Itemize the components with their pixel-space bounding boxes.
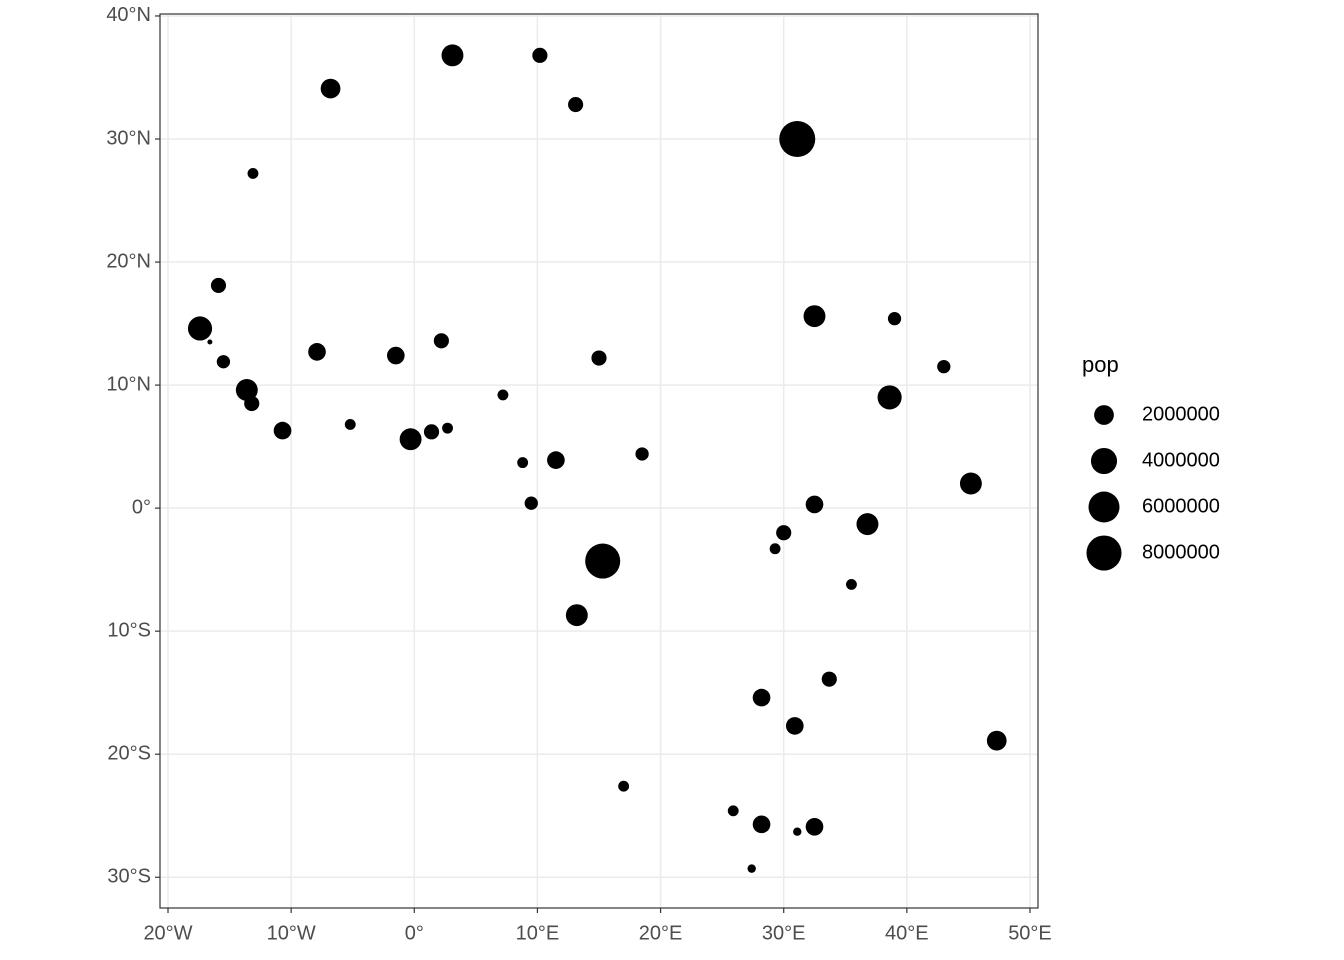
point [497, 389, 509, 401]
point [308, 343, 326, 361]
x-tick-label: 10°E [516, 922, 560, 944]
point [273, 421, 292, 440]
point [779, 121, 816, 158]
x-tick-label: 0° [405, 922, 424, 944]
point [585, 543, 621, 579]
point [805, 817, 824, 836]
point [747, 864, 756, 873]
x-tick-label: 20°E [639, 922, 683, 944]
panel-border [159, 13, 1039, 909]
point [517, 457, 529, 469]
point [785, 717, 804, 735]
point [618, 780, 630, 792]
x-tick-label: 20°W [143, 922, 192, 944]
point [247, 168, 259, 179]
legend-key [1086, 535, 1122, 571]
point [959, 472, 982, 495]
legend-key [1088, 491, 1120, 523]
point [568, 96, 584, 113]
point [441, 44, 464, 67]
y-tick-label: 40°N [106, 4, 151, 26]
point [399, 428, 422, 451]
point [210, 277, 227, 293]
point [793, 827, 802, 836]
y-tick-label: 30°N [106, 127, 151, 149]
y-tick-label: 30°S [107, 866, 151, 888]
point [776, 525, 792, 541]
x-tick-label: 30°E [762, 922, 806, 944]
point [752, 815, 771, 834]
point [877, 385, 902, 410]
point [986, 730, 1007, 751]
legend-key [1090, 447, 1118, 475]
point [856, 513, 879, 536]
y-tick-label: 20°S [107, 742, 151, 764]
legend-label: 4000000 [1142, 449, 1220, 471]
legend-label: 2000000 [1142, 403, 1220, 425]
legend-label: 8000000 [1142, 541, 1220, 563]
point [727, 805, 739, 817]
point [532, 47, 548, 63]
point [216, 355, 231, 369]
point [752, 688, 771, 707]
y-tick-label: 0° [132, 496, 151, 518]
legend-title: pop [1082, 352, 1119, 377]
point [244, 395, 260, 412]
legend-label: 6000000 [1142, 495, 1220, 517]
point [344, 419, 356, 430]
point [635, 447, 649, 461]
point [524, 496, 538, 510]
panel-background [160, 14, 1038, 908]
x-tick-label: 50°E [1008, 922, 1052, 944]
point [887, 312, 902, 326]
point [547, 451, 565, 469]
point [937, 359, 951, 374]
point [805, 495, 824, 514]
point [565, 604, 588, 627]
point [821, 671, 837, 687]
point [442, 422, 453, 434]
point [235, 379, 258, 401]
point [591, 350, 607, 366]
point [386, 346, 405, 365]
y-tick-label: 20°N [106, 250, 151, 272]
legend-key [1094, 405, 1114, 425]
point [423, 424, 440, 440]
point [320, 78, 341, 99]
point [433, 333, 449, 349]
point [803, 305, 826, 328]
point [769, 543, 781, 555]
x-tick-label: 10°W [267, 922, 316, 944]
point [207, 339, 213, 345]
y-tick-label: 10°N [106, 373, 151, 395]
point [846, 578, 857, 590]
y-tick-label: 10°S [107, 619, 151, 641]
point [187, 316, 213, 341]
x-tick-label: 40°E [885, 922, 929, 944]
